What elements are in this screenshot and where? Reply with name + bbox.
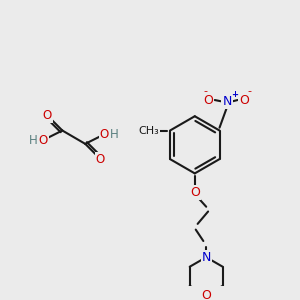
Text: O: O (203, 94, 213, 106)
Text: O: O (239, 94, 249, 106)
Text: O: O (96, 153, 105, 166)
Text: O: O (100, 128, 109, 141)
Text: O: O (190, 186, 200, 199)
Text: H: H (29, 134, 38, 146)
Text: +: + (231, 90, 238, 99)
Text: O: O (201, 289, 211, 300)
Text: N: N (202, 251, 211, 264)
Text: H: H (110, 128, 119, 141)
Text: -: - (247, 86, 251, 96)
Text: O: O (43, 109, 52, 122)
Text: N: N (223, 95, 232, 108)
Text: N: N (202, 251, 211, 264)
Text: O: O (39, 134, 48, 146)
Text: CH₃: CH₃ (139, 125, 159, 136)
Text: -: - (203, 86, 207, 96)
